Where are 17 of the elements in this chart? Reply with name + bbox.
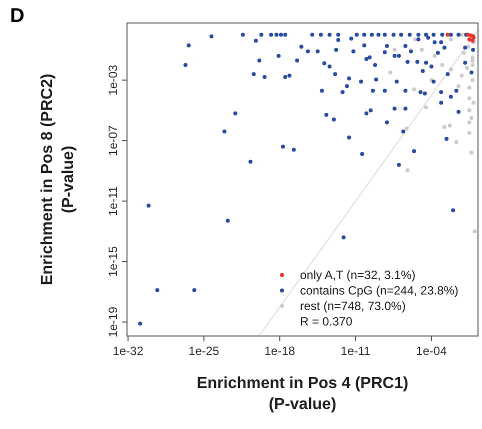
legend-label: rest (n=748, 73.0%) [300, 299, 406, 313]
y-axis-title: Enrichment in Pos 8 (PRC2) (P-value) [39, 74, 77, 286]
annotation: R = 0.370 [300, 314, 353, 328]
x-tick-label: 1e-11 [340, 344, 371, 358]
y-tick-label: 1e-15 [106, 246, 120, 277]
x-axis-title: Enrichment in Pos 4 (PRC1) (P-value) [196, 375, 408, 413]
x-tick-label: 1e-25 [188, 344, 220, 358]
x-tick-label: 1e-32 [112, 344, 144, 358]
legend-label: contains CpG (n=244, 23.8%) [300, 284, 458, 298]
x-tick-label: 1e-18 [264, 344, 296, 358]
y-tick-label: 1e-07 [106, 124, 120, 156]
y-tick-label: 1e-03 [106, 64, 120, 96]
y-tick-label: 1e-11 [106, 186, 120, 216]
legend-label: only A,T (n=32, 3.1%) [300, 268, 416, 282]
x-tick-label: 1e-04 [416, 344, 448, 358]
y-tick-label: 1e-19 [106, 306, 120, 338]
text: D [10, 5, 24, 27]
